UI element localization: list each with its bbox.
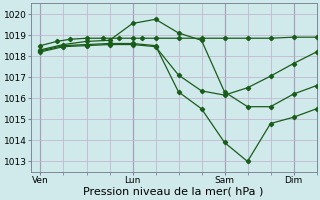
- X-axis label: Pression niveau de la mer( hPa ): Pression niveau de la mer( hPa ): [84, 187, 264, 197]
